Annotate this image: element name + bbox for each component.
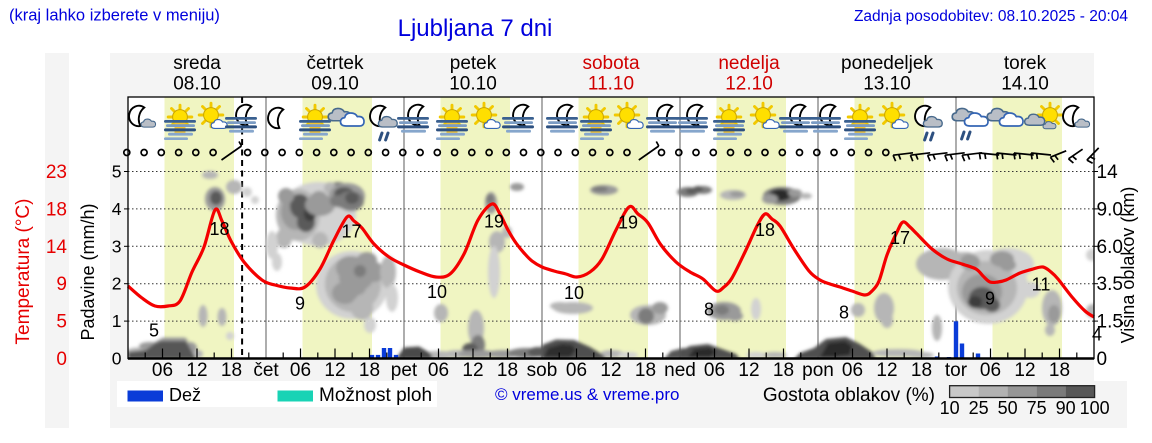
svg-text:Višina oblakov (km): Višina oblakov (km): [1118, 187, 1138, 344]
svg-text:četrtek: četrtek: [306, 53, 364, 74]
svg-text:18: 18: [911, 360, 932, 381]
svg-text:1: 1: [112, 311, 122, 331]
svg-text:9: 9: [985, 289, 995, 309]
svg-text:torek: torek: [1004, 53, 1047, 74]
svg-text:90: 90: [1056, 398, 1076, 418]
svg-text:tor: tor: [945, 360, 968, 381]
svg-text:4: 4: [112, 199, 122, 219]
svg-text:0: 0: [56, 349, 67, 370]
svg-text:0: 0: [112, 349, 122, 369]
svg-text:12: 12: [324, 360, 345, 381]
svg-text:3.5: 3.5: [1097, 274, 1123, 295]
svg-text:8: 8: [704, 300, 714, 320]
svg-text:10: 10: [427, 282, 447, 302]
svg-text:12: 12: [462, 360, 483, 381]
svg-text:18: 18: [209, 219, 229, 239]
svg-text:sreda: sreda: [173, 53, 221, 74]
svg-text:8: 8: [839, 303, 849, 323]
svg-text:5: 5: [112, 162, 122, 182]
svg-text:(kraj lahko izberete v meniju): (kraj lahko izberete v meniju): [9, 7, 220, 25]
svg-text:11.10: 11.10: [588, 74, 634, 95]
svg-text:14.10: 14.10: [1001, 74, 1049, 95]
svg-text:sobota: sobota: [582, 53, 639, 74]
svg-text:petek: petek: [450, 53, 497, 74]
svg-text:12: 12: [186, 360, 207, 381]
svg-text:11: 11: [1032, 275, 1051, 295]
svg-text:nedelja: nedelja: [718, 53, 780, 74]
svg-text:06: 06: [566, 360, 587, 381]
svg-text:10.10: 10.10: [449, 74, 497, 95]
svg-text:Gostota oblakov (%): Gostota oblakov (%): [763, 385, 935, 406]
svg-text:4: 4: [1092, 325, 1102, 345]
svg-text:18: 18: [359, 360, 380, 381]
svg-text:100: 100: [1080, 398, 1110, 418]
svg-text:50: 50: [998, 398, 1018, 418]
svg-text:06: 06: [152, 360, 173, 381]
svg-text:12.10: 12.10: [725, 74, 773, 95]
svg-text:Možnost ploh: Možnost ploh: [319, 385, 432, 406]
svg-text:06: 06: [980, 360, 1001, 381]
svg-text:19: 19: [484, 212, 504, 232]
svg-text:10: 10: [940, 398, 960, 418]
svg-text:Temperatura (°C): Temperatura (°C): [13, 199, 34, 345]
svg-text:06: 06: [842, 360, 863, 381]
svg-text:18: 18: [773, 360, 794, 381]
svg-text:18: 18: [46, 199, 67, 220]
svg-text:17: 17: [341, 222, 361, 242]
svg-text:23: 23: [46, 162, 67, 183]
svg-text:06: 06: [290, 360, 311, 381]
svg-text:18: 18: [755, 220, 775, 240]
svg-text:5: 5: [149, 321, 159, 341]
svg-text:25: 25: [969, 398, 989, 418]
svg-text:9.0: 9.0: [1097, 199, 1123, 220]
svg-text:pet: pet: [391, 360, 418, 381]
svg-text:19: 19: [618, 213, 638, 233]
svg-text:18: 18: [497, 360, 518, 381]
svg-text:pon: pon: [802, 360, 834, 381]
svg-text:5: 5: [56, 312, 67, 333]
svg-text:3: 3: [112, 236, 122, 256]
svg-text:17: 17: [890, 228, 910, 248]
svg-text:18: 18: [635, 360, 656, 381]
svg-text:09.10: 09.10: [311, 74, 359, 95]
svg-text:14: 14: [1097, 162, 1119, 183]
svg-text:9: 9: [56, 274, 67, 295]
svg-text:12: 12: [1014, 360, 1035, 381]
svg-text:12: 12: [600, 360, 621, 381]
svg-text:06: 06: [428, 360, 449, 381]
svg-text:12: 12: [876, 360, 897, 381]
svg-text:Ljubljana 7 dni: Ljubljana 7 dni: [398, 15, 553, 42]
svg-text:18: 18: [221, 360, 242, 381]
svg-text:13.10: 13.10: [863, 74, 911, 95]
svg-text:6.0: 6.0: [1097, 237, 1123, 258]
svg-text:ned: ned: [664, 360, 696, 381]
svg-text:© vreme.us & vreme.pro: © vreme.us & vreme.pro: [495, 385, 679, 404]
svg-text:18: 18: [1049, 360, 1070, 381]
svg-text:14: 14: [46, 237, 68, 258]
svg-text:08.10: 08.10: [173, 74, 221, 95]
svg-text:ponedeljek: ponedeljek: [841, 53, 933, 74]
svg-text:2: 2: [112, 274, 122, 294]
svg-text:06: 06: [704, 360, 725, 381]
svg-text:0: 0: [1097, 349, 1108, 370]
svg-text:Dež: Dež: [169, 385, 201, 405]
svg-text:1.5: 1.5: [1097, 312, 1123, 333]
svg-text:čet: čet: [253, 360, 279, 381]
svg-text:9: 9: [295, 294, 305, 314]
svg-text:10: 10: [564, 283, 584, 303]
svg-text:sob: sob: [527, 360, 558, 381]
svg-text:75: 75: [1027, 398, 1047, 418]
svg-text:Zadnja posodobitev: 08.10.2025: Zadnja posodobitev: 08.10.2025 - 20:04: [854, 8, 1128, 25]
svg-text:12: 12: [738, 360, 759, 381]
svg-text:Padavine (mm/h): Padavine (mm/h): [78, 203, 98, 340]
